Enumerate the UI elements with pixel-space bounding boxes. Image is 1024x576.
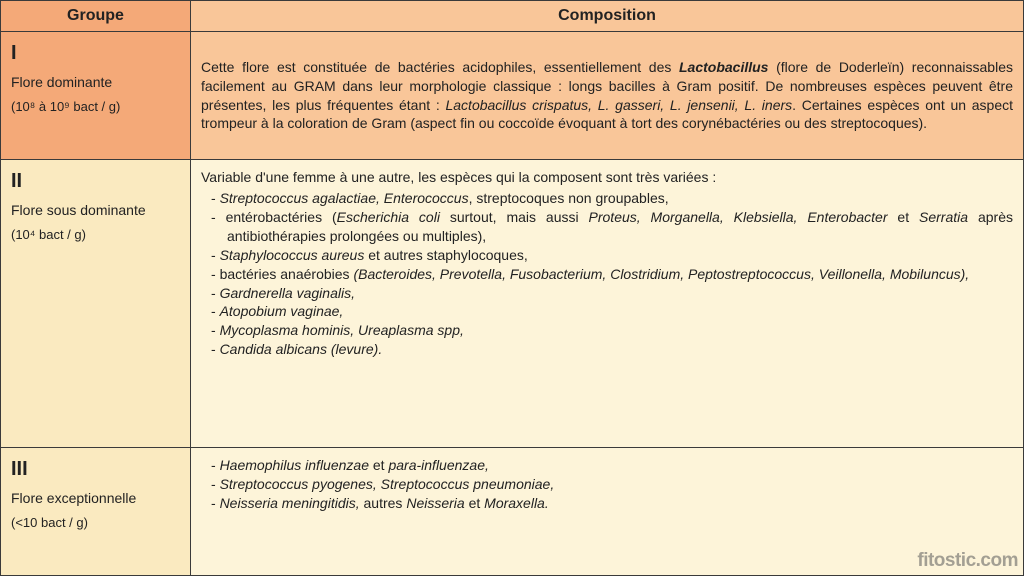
group-name: Flore sous dominante xyxy=(11,201,180,220)
list-item: Candida albicans (levure). xyxy=(227,340,1013,359)
composition-intro: Variable d'une femme à une autre, les es… xyxy=(201,168,1013,187)
list-item: entérobactéries (Escherichia coli surtou… xyxy=(227,208,1013,246)
table-row: II Flore sous dominante (10⁴ bact / g) V… xyxy=(1,160,1024,448)
header-groupe: Groupe xyxy=(1,1,191,32)
list-item: Haemophilus influenzae et para-influenza… xyxy=(227,456,1013,475)
list-item: bactéries anaérobies (Bacteroides, Prevo… xyxy=(227,265,1013,284)
group-cell-1: I Flore dominante (10⁸ à 10⁹ bact / g) xyxy=(1,32,191,160)
flora-table: Groupe Composition I Flore dominante (10… xyxy=(0,0,1024,576)
table-header-row: Groupe Composition xyxy=(1,1,1024,32)
list-item: Mycoplasma hominis, Ureaplasma spp, xyxy=(227,321,1013,340)
composition-cell-2: Variable d'une femme à une autre, les es… xyxy=(191,160,1024,448)
table-row: III Flore exceptionnelle (<10 bact / g) … xyxy=(1,448,1024,576)
composition-cell-3: Haemophilus influenzae et para-influenza… xyxy=(191,448,1024,576)
group-number: II xyxy=(11,168,180,195)
group-cell-3: III Flore exceptionnelle (<10 bact / g) xyxy=(1,448,191,576)
composition-list-2: Streptococcus agalactiae, Enterococcus, … xyxy=(201,189,1013,359)
list-item: Streptococcus agalactiae, Enterococcus, … xyxy=(227,189,1013,208)
list-item: Streptococcus pyogenes, Streptococcus pn… xyxy=(227,475,1013,494)
group-quantity: (10⁴ bact / g) xyxy=(11,226,180,244)
header-composition: Composition xyxy=(191,1,1024,32)
list-item: Atopobium vaginae, xyxy=(227,302,1013,321)
composition-cell-1: Cette flore est constituée de bactéries … xyxy=(191,32,1024,160)
table-row: I Flore dominante (10⁸ à 10⁹ bact / g) C… xyxy=(1,32,1024,160)
group-name: Flore exceptionnelle xyxy=(11,489,180,508)
group-cell-2: II Flore sous dominante (10⁴ bact / g) xyxy=(1,160,191,448)
group-number: III xyxy=(11,456,180,483)
list-item: Gardnerella vaginalis, xyxy=(227,284,1013,303)
watermark: fitostic.com xyxy=(917,550,1018,572)
list-item: Neisseria meningitidis, autres Neisseria… xyxy=(227,494,1013,513)
list-item: Staphylococcus aureus et autres staphylo… xyxy=(227,246,1013,265)
group-quantity: (<10 bact / g) xyxy=(11,514,180,532)
group-name: Flore dominante xyxy=(11,73,180,92)
group-number: I xyxy=(11,40,180,67)
composition-list-3: Haemophilus influenzae et para-influenza… xyxy=(201,456,1013,513)
group-quantity: (10⁸ à 10⁹ bact / g) xyxy=(11,98,180,116)
